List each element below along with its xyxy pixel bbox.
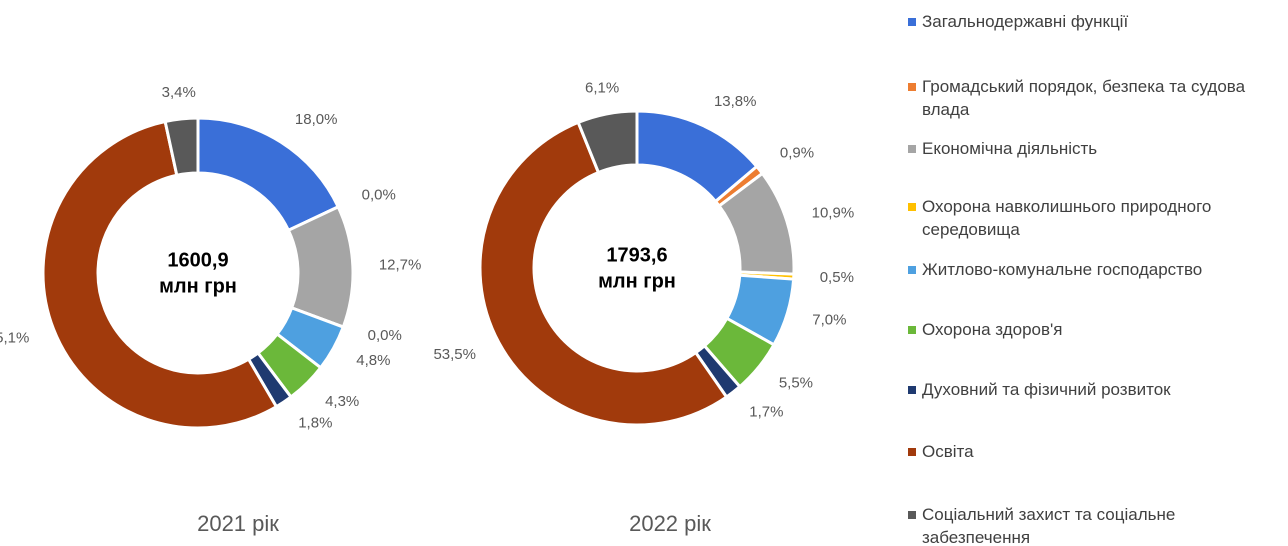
donut-segment [41, 119, 279, 430]
legend-item: Економічна діяльність [908, 137, 1097, 160]
legend-item: Громадський порядок, безпека та судова в… [908, 75, 1278, 121]
center-value: 1793,6 [606, 244, 667, 266]
legend-swatch [908, 83, 916, 91]
center-unit: млн грн [598, 270, 676, 292]
data-label: 4,3% [325, 393, 359, 410]
legend-swatch [908, 326, 916, 334]
data-label: 6,1% [585, 79, 619, 96]
data-label: 0,0% [368, 327, 402, 344]
legend-swatch [908, 145, 916, 153]
center-unit: млн грн [159, 275, 237, 297]
legend-swatch [908, 203, 916, 211]
legend-label: Соціальний захист та соціальне забезпече… [922, 505, 1176, 546]
data-label: 7,0% [812, 311, 846, 328]
legend-swatch [908, 448, 916, 456]
data-label: 55,1% [0, 330, 29, 347]
charts: 18,0% 0,0% 12,7% 0,0% 4,8% 4,3% 1,8% 55,1% 3,4% 1… [0, 79, 855, 536]
data-label: 18,0% [295, 111, 338, 128]
legend-label: Духовний та фізичний розвиток [922, 380, 1171, 399]
legend-label: Житлово-комунальне господарство [922, 260, 1203, 279]
data-label: 1,8% [298, 415, 332, 432]
donut-segment [163, 116, 200, 178]
legend-item: Охорона здоров'я [908, 318, 1062, 341]
legend-item: Загальнодержавні функції [908, 10, 1128, 33]
legend-label: Громадський порядок, безпека та судова в… [922, 77, 1246, 119]
data-label: 0,0% [362, 187, 396, 204]
data-label: 3,4% [162, 84, 196, 101]
donut-segment [196, 116, 341, 233]
donut-segment [478, 120, 729, 427]
legend-item: Освіта [908, 440, 974, 463]
legend-swatch [908, 266, 916, 274]
legend-item: Охорона навколишнього природного середов… [908, 195, 1278, 241]
legend-swatch [908, 386, 916, 394]
chart-title: 2021 рік [197, 511, 279, 536]
data-label: 10,9% [812, 204, 855, 221]
data-label: 12,7% [379, 256, 422, 273]
legend-item: Духовний та фізичний розвиток [908, 378, 1171, 401]
data-label: 4,8% [356, 352, 390, 369]
legend-label: Освіта [922, 442, 974, 461]
legend-item: Соціальний захист та соціальне забезпече… [908, 503, 1278, 546]
legend-swatch [908, 18, 916, 26]
data-label: 53,5% [433, 346, 476, 363]
center-value: 1600,9 [167, 249, 228, 271]
data-label: 5,5% [779, 375, 813, 392]
donut-segment [576, 109, 639, 175]
data-label: 1,7% [749, 403, 783, 420]
chart-title: 2022 рік [629, 511, 711, 536]
data-label: 0,5% [820, 269, 854, 286]
data-label: 13,8% [714, 93, 757, 110]
data-label: 0,9% [780, 145, 814, 162]
legend-label: Економічна діяльність [922, 139, 1098, 158]
legend-swatch [908, 511, 916, 519]
legend-label: Загальнодержавні функції [922, 12, 1129, 31]
legend-label: Охорона навколишнього природного середов… [922, 197, 1212, 239]
legend-label: Охорона здоров'я [922, 320, 1063, 339]
legend-item: Житлово-комунальне господарство [908, 258, 1202, 281]
